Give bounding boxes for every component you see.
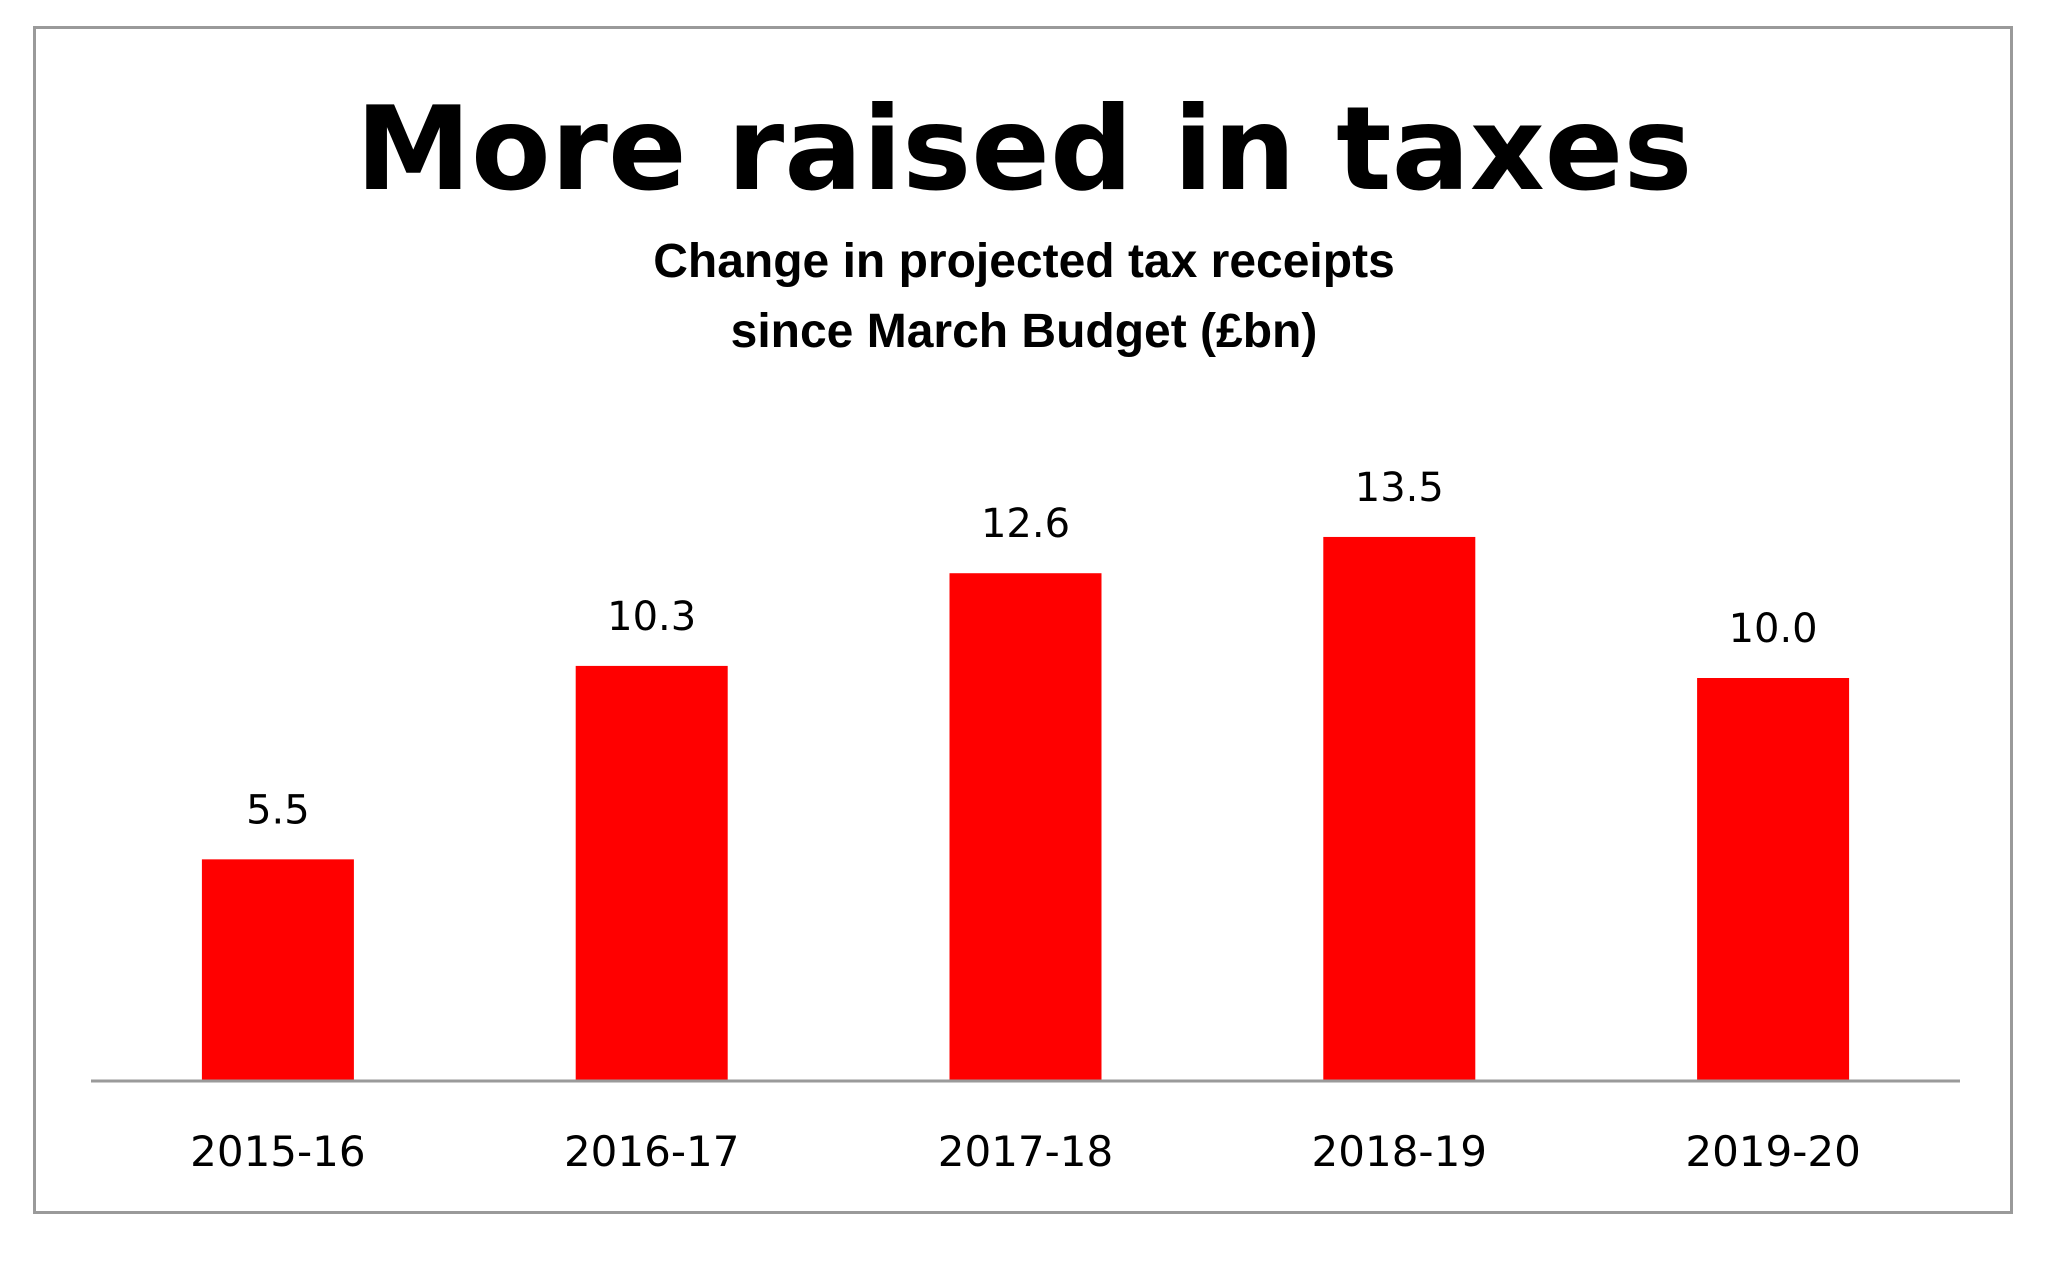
bar-2017-18 — [949, 573, 1102, 1081]
bars-group — [201, 536, 1850, 1081]
value-label-2015-16: 5.5 — [246, 787, 310, 833]
bar-2018-19 — [1323, 536, 1476, 1081]
category-label-2017-18: 2017-18 — [938, 1127, 1114, 1176]
bar-2019-20 — [1697, 678, 1850, 1081]
value-label-2018-19: 13.5 — [1355, 465, 1444, 511]
value-label-2017-18: 12.6 — [981, 501, 1070, 547]
bar-2016-17 — [575, 665, 728, 1081]
labels-group: 5.5 2015-16 10.3 2016-17 12.6 2017-18 13.5 2018… — [190, 465, 1861, 1176]
value-label-2019-20: 10.0 — [1729, 606, 1818, 652]
category-label-2015-16: 2015-16 — [190, 1127, 366, 1176]
value-label-2016-17: 10.3 — [607, 594, 696, 640]
chart-subtitle-line-1: Change in projected tax receipts — [653, 235, 1395, 288]
category-label-2018-19: 2018-19 — [1312, 1127, 1488, 1176]
bar-2015-16 — [201, 859, 354, 1081]
category-label-2016-17: 2016-17 — [564, 1127, 740, 1176]
category-label-2019-20: 2019-20 — [1685, 1127, 1861, 1176]
chart-subtitle-line-2: since March Budget (£bn) — [730, 305, 1318, 358]
chart-title: More raised in taxes — [355, 82, 1693, 217]
